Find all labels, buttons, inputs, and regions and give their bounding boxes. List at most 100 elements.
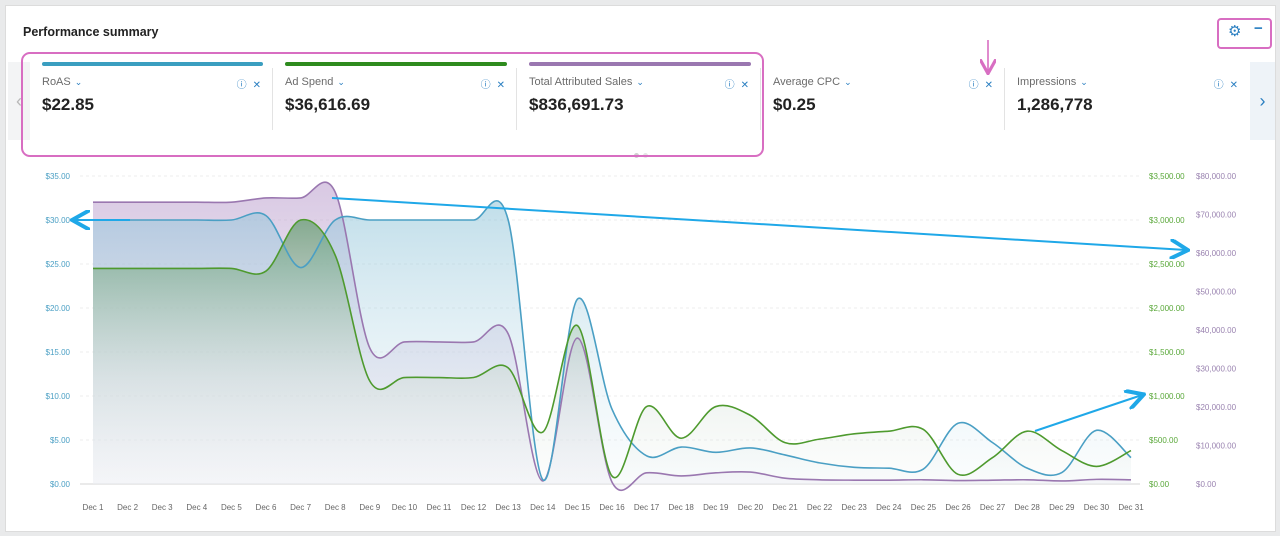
- total-attributed-sales-line: [93, 181, 1132, 491]
- kpi-metric-dropdown[interactable]: Average CPC ⌄: [773, 76, 852, 88]
- x-tick-label: Dec 16: [599, 503, 625, 512]
- y-tick-label-left: $0.00: [50, 480, 71, 489]
- chevron-down-icon: ⌄: [74, 77, 83, 87]
- x-tick-label: Dec 20: [738, 503, 764, 512]
- x-tick-label: Dec 27: [980, 503, 1006, 512]
- x-tick-label: Dec 26: [945, 503, 971, 512]
- x-tick-label: Dec 3: [152, 503, 173, 512]
- help-icon[interactable]: ⓘ: [1213, 80, 1224, 91]
- y-tick-label-right-spend: $2,000.00: [1149, 304, 1185, 313]
- kpi-value: $36,616.69: [285, 95, 371, 114]
- x-tick-label: Dec 5: [221, 503, 242, 512]
- annotation-arrow: [1034, 395, 1142, 432]
- kpi-color-bar: [285, 62, 507, 66]
- kpi-label: RoAS: [42, 76, 71, 88]
- x-tick-label: Dec 13: [496, 503, 522, 512]
- close-icon[interactable]: ✕: [252, 80, 261, 91]
- chevron-left-icon[interactable]: ‹: [16, 90, 22, 111]
- kpi-card[interactable]: Total Attributed Sales ⌄ $836,691.73 ⓘ ✕: [517, 62, 761, 140]
- y-tick-label-left: $20.00: [46, 304, 71, 313]
- x-tick-label: Dec 30: [1084, 503, 1110, 512]
- x-tick-label: Dec 2: [117, 503, 138, 512]
- kpi-color-bar: [42, 62, 263, 66]
- y-tick-label-right-sales: $0.00: [1196, 480, 1217, 489]
- y-tick-label-left: $35.00: [46, 172, 71, 181]
- x-tick-label: Dec 21: [772, 503, 798, 512]
- y-tick-label-right-spend: $2,500.00: [1149, 260, 1185, 269]
- y-tick-label-right-spend: $3,000.00: [1149, 216, 1185, 225]
- kpi-label: Average CPC: [773, 76, 841, 88]
- y-tick-label-right-sales: $10,000.00: [1196, 442, 1237, 451]
- x-tick-label: Dec 25: [911, 503, 937, 512]
- y-tick-label-right-sales: $50,000.00: [1196, 288, 1237, 297]
- kpi-metric-dropdown[interactable]: Ad Spend ⌄: [285, 76, 345, 88]
- kpi-card[interactable]: Impressions ⌄ 1,286,778 ⓘ ✕: [1005, 62, 1250, 140]
- kpi-label: Ad Spend: [285, 76, 334, 88]
- divider: [516, 68, 517, 130]
- y-tick-label-right-spend: $3,500.00: [1149, 172, 1185, 181]
- y-tick-label-right-sales: $60,000.00: [1196, 249, 1237, 258]
- help-icon[interactable]: ⓘ: [968, 80, 979, 91]
- x-tick-label: Dec 14: [530, 503, 556, 512]
- close-icon[interactable]: ✕: [496, 80, 505, 91]
- kpi-metric-dropdown[interactable]: RoAS ⌄: [42, 76, 82, 88]
- divider: [1004, 68, 1005, 130]
- ad-spend-area: [93, 219, 1131, 484]
- divider: [272, 68, 273, 130]
- x-tick-label: Dec 28: [1015, 503, 1041, 512]
- y-tick-label-left: $10.00: [46, 392, 71, 401]
- divider: [760, 68, 761, 130]
- x-tick-label: Dec 24: [876, 503, 902, 512]
- roas-line: [93, 200, 1132, 481]
- help-icon[interactable]: ⓘ: [480, 80, 491, 91]
- x-tick-label: Dec 7: [290, 503, 311, 512]
- y-tick-label-right-sales: $70,000.00: [1196, 211, 1237, 220]
- annotation-arrow: [331, 197, 1186, 250]
- x-tick-label: Dec 15: [565, 503, 591, 512]
- kpi-metric-dropdown[interactable]: Impressions ⌄: [1017, 76, 1088, 88]
- y-tick-label-left: $5.00: [50, 436, 71, 445]
- help-icon[interactable]: ⓘ: [724, 80, 735, 91]
- kpi-card[interactable]: RoAS ⌄ $22.85 ⓘ ✕: [30, 62, 273, 140]
- gear-icon[interactable]: ⚙: [1228, 23, 1242, 40]
- chevron-right-icon[interactable]: ›: [1250, 62, 1275, 140]
- x-tick-label: Dec 17: [634, 503, 660, 512]
- x-tick-label: Dec 29: [1049, 503, 1075, 512]
- y-tick-label-left: $25.00: [46, 260, 71, 269]
- y-tick-label-right-spend: $0.00: [1149, 480, 1170, 489]
- help-icon[interactable]: ⓘ: [236, 80, 247, 91]
- x-tick-label: Dec 18: [669, 503, 695, 512]
- kpi-label: Impressions: [1017, 76, 1077, 88]
- close-icon[interactable]: ✕: [984, 80, 993, 91]
- chevron-down-icon: ⌄: [1080, 77, 1088, 87]
- kpi-card[interactable]: Average CPC ⌄ $0.25 ⓘ ✕: [761, 62, 1005, 140]
- kpi-metric-dropdown[interactable]: Total Attributed Sales ⌄: [529, 76, 644, 88]
- kpi-label: Total Attributed Sales: [529, 76, 633, 88]
- y-tick-label-left: $30.00: [46, 216, 71, 225]
- page-title: Performance summary: [23, 25, 159, 39]
- chevron-down-icon: ⌄: [337, 77, 345, 87]
- close-icon[interactable]: ✕: [740, 80, 749, 91]
- minus-icon[interactable]: −: [1254, 20, 1263, 37]
- kpi-color-bar: [529, 62, 751, 66]
- x-tick-label: Dec 1: [83, 503, 104, 512]
- chevron-down-icon: ⌄: [636, 77, 644, 87]
- x-tick-label: Dec 22: [807, 503, 833, 512]
- x-tick-label: Dec 12: [461, 503, 487, 512]
- y-tick-label-right-spend: $1,500.00: [1149, 348, 1185, 357]
- kpi-value: 1,286,778: [1017, 95, 1093, 114]
- x-tick-label: Dec 23: [842, 503, 868, 512]
- x-tick-label: Dec 31: [1118, 503, 1144, 512]
- kpi-value: $0.25: [773, 95, 816, 114]
- y-tick-label-right-sales: $30,000.00: [1196, 365, 1237, 374]
- ad-spend-line: [93, 218, 1132, 479]
- x-tick-label: Dec 6: [256, 503, 277, 512]
- x-tick-label: Dec 10: [392, 503, 418, 512]
- close-icon[interactable]: ✕: [1229, 80, 1238, 91]
- x-tick-label: Dec 11: [427, 503, 452, 512]
- y-tick-label-right-spend: $1,000.00: [1149, 392, 1185, 401]
- kpi-card[interactable]: Ad Spend ⌄ $36,616.69 ⓘ ✕: [273, 62, 517, 140]
- y-tick-label-right-spend: $500.00: [1149, 436, 1178, 445]
- chevron-down-icon: ⌄: [844, 77, 852, 87]
